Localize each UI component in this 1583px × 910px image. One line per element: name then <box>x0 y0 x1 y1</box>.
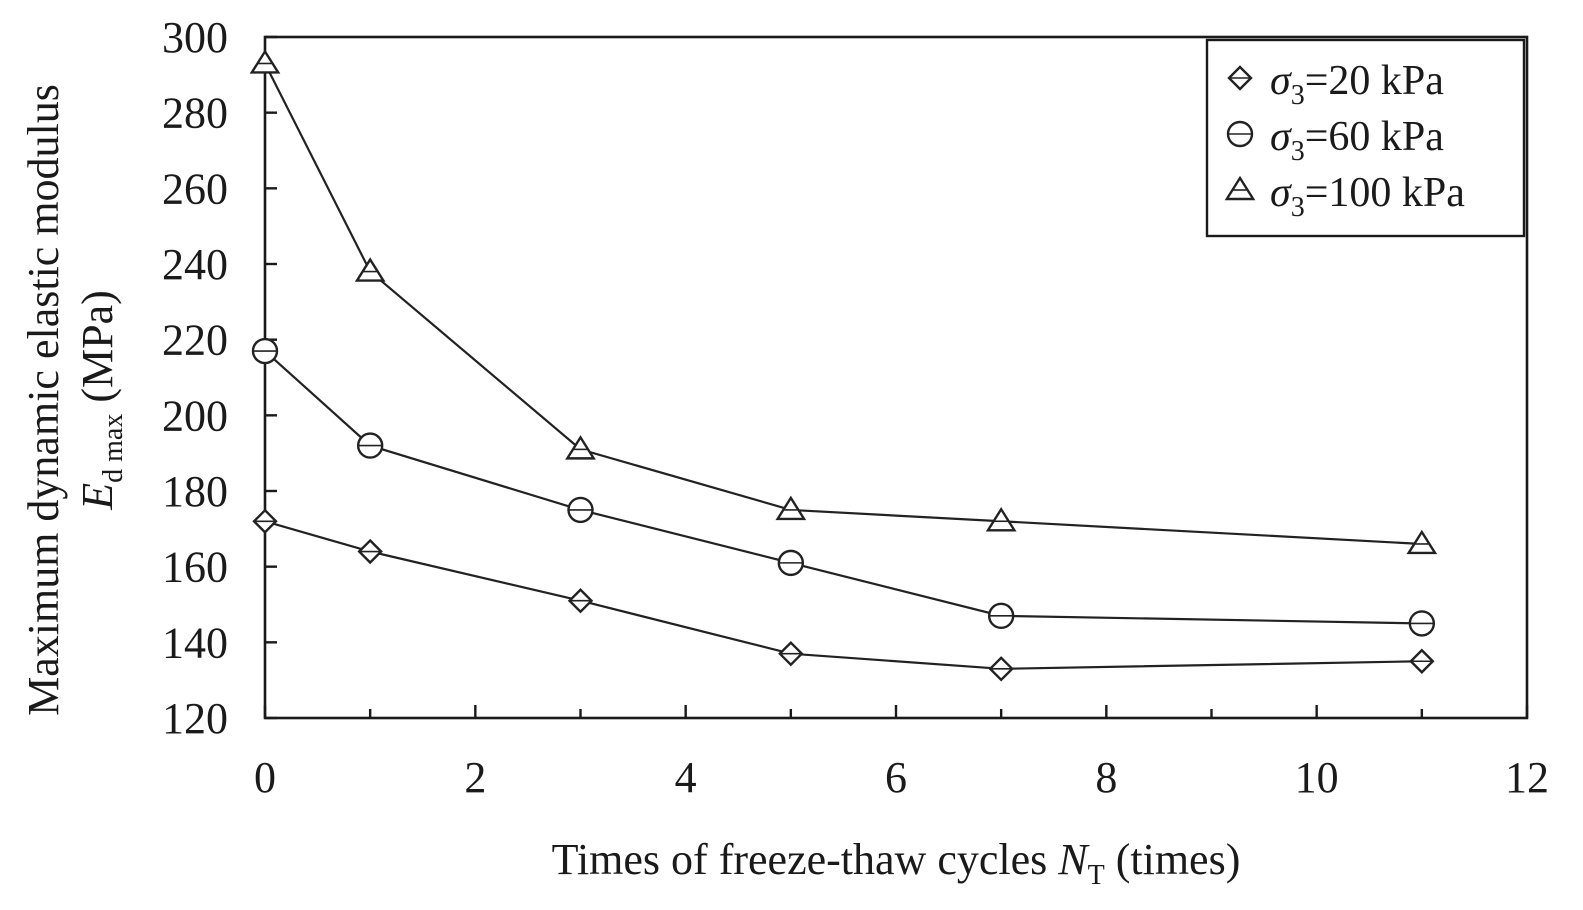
data-point-circle <box>356 432 384 459</box>
series-layer <box>249 49 1438 682</box>
y-tick-label: 200 <box>162 391 228 440</box>
legend-entry: σ3=20 kPa <box>1227 58 1444 111</box>
plot-area: 0 2 4 6 8 10 12 120 140 160 180 200 220 240 260 280 300 <box>162 13 1549 802</box>
data-point-triangle <box>775 495 807 521</box>
y-tick-label: 280 <box>162 89 228 138</box>
data-point-circle <box>777 549 805 577</box>
legend-label: σ3=100 kPa <box>1270 170 1465 223</box>
data-point-diamond <box>357 538 383 565</box>
legend-entry: σ3=60 kPa <box>1226 114 1444 167</box>
x-axis-ticks: 0 2 4 6 8 10 12 <box>254 705 1549 802</box>
y-axis-ticks: 120 140 160 180 200 220 240 260 280 300 <box>162 13 277 743</box>
legend-symbol: σ <box>1270 114 1293 160</box>
legend-symbol: σ <box>1270 58 1293 104</box>
legend-symbol-sub: 3 <box>1291 192 1305 223</box>
y-tick-label: 180 <box>162 467 228 516</box>
data-point-triangle <box>1406 529 1438 555</box>
data-point-triangle <box>354 257 386 282</box>
legend-marker-diamond <box>1227 65 1253 91</box>
data-point-diamond <box>567 588 594 614</box>
series-triangle <box>249 49 1438 555</box>
y-tick-label: 260 <box>162 164 228 213</box>
data-point-diamond <box>778 640 804 667</box>
data-point-triangle <box>565 435 596 460</box>
x-axis-title-sub: T <box>1088 860 1105 891</box>
y-axis-title-unit: (MPa) <box>73 290 122 413</box>
legend-entry: σ3=100 kPa <box>1224 170 1465 223</box>
data-point-diamond <box>988 656 1014 682</box>
legend-suffix: =100 kPa <box>1305 170 1466 216</box>
x-axis-title-var: N <box>1057 835 1090 884</box>
y-axis-title-line1-group: Maximum dynamic elastic modulus <box>19 84 68 716</box>
x-tick-label: 10 <box>1295 753 1339 802</box>
legend-box <box>1205 38 1526 238</box>
y-axis-title-sub: d max <box>98 414 129 483</box>
y-axis-title-line2: Ed max (MPa) <box>73 290 129 511</box>
x-axis-title-unit: (times) <box>1105 835 1241 884</box>
legend-suffix: =20 kPa <box>1305 58 1445 104</box>
legend-label: σ3=60 kPa <box>1270 114 1444 167</box>
y-tick-label: 140 <box>162 618 228 667</box>
legend-marker-triangle <box>1224 175 1256 201</box>
y-axis-title-line1: Maximum dynamic elastic modulus <box>19 84 68 716</box>
legend-label: σ3=20 kPa <box>1270 58 1444 111</box>
data-point-circle <box>987 602 1015 630</box>
data-point-triangle <box>249 49 281 74</box>
x-tick-label: 2 <box>464 753 486 802</box>
y-tick-label: 300 <box>162 13 228 62</box>
series-line <box>264 62 1422 546</box>
data-point-triangle <box>985 507 1017 532</box>
y-axis-title-line2-group: Ed max (MPa) <box>73 290 129 511</box>
y-tick-label: 120 <box>162 694 228 743</box>
y-tick-label: 220 <box>162 316 228 365</box>
x-axis-title-main: Times of freeze-thaw cycles <box>552 835 1059 884</box>
x-tick-label: 4 <box>675 753 697 802</box>
y-axis-title-var: E <box>73 483 122 511</box>
series-line <box>264 350 1422 625</box>
x-axis-title: Times of freeze-thaw cycles NT (times) <box>552 835 1241 891</box>
data-point-diamond <box>1409 648 1435 674</box>
data-point-circle <box>251 337 279 365</box>
x-tick-label: 6 <box>885 753 907 802</box>
legend-suffix: =60 kPa <box>1305 114 1445 160</box>
x-tick-label: 12 <box>1505 753 1549 802</box>
data-point-circle <box>567 496 594 524</box>
series-line <box>264 520 1422 670</box>
y-tick-label: 240 <box>162 240 228 289</box>
x-tick-label: 0 <box>254 753 276 802</box>
data-point-circle <box>1408 610 1436 637</box>
legend-symbol-sub: 3 <box>1291 136 1305 167</box>
legend-symbol-sub: 3 <box>1291 80 1305 111</box>
series-diamond <box>252 508 1435 682</box>
series-circle <box>251 337 1436 637</box>
data-point-diamond <box>252 508 278 534</box>
legend-marker-circle <box>1226 120 1254 148</box>
legend-symbol: σ <box>1270 170 1293 216</box>
x-tick-label: 8 <box>1095 753 1117 802</box>
y-tick-label: 160 <box>162 543 228 592</box>
